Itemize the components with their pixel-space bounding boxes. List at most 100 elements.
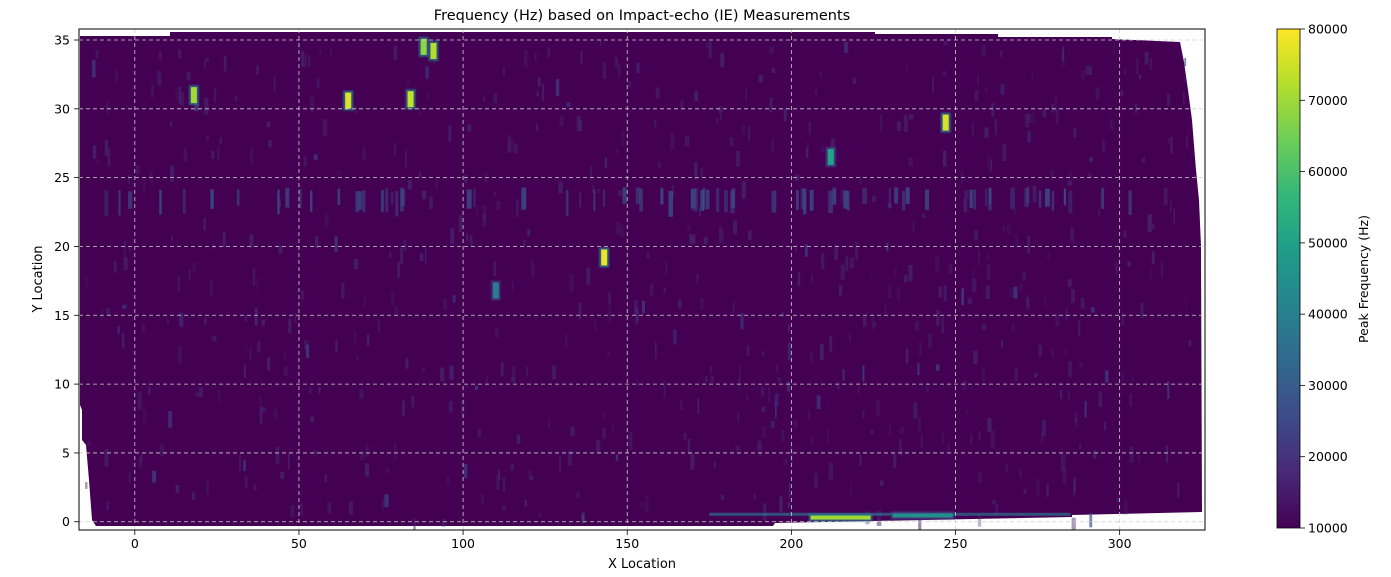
texture-streak xyxy=(537,77,541,87)
texture-streak xyxy=(790,445,793,463)
texture-streak xyxy=(607,351,610,356)
texture-streak xyxy=(1169,200,1172,212)
colorbar-ticks: 10000 20000 30000 40000 50000 60000 70000 80000 xyxy=(1300,22,1348,536)
texture-streak xyxy=(893,453,897,468)
texture-streak xyxy=(745,393,749,401)
texture-streak xyxy=(888,188,891,209)
texture-streak xyxy=(118,190,121,216)
texture-streak xyxy=(440,367,445,382)
texture-streak xyxy=(234,96,238,101)
texture-streak xyxy=(128,246,132,251)
texture-streak xyxy=(1062,46,1064,61)
texture-streak xyxy=(653,119,657,128)
texture-streak xyxy=(266,121,271,128)
texture-streak xyxy=(362,147,366,160)
colorbar-tick-label: 30000 xyxy=(1308,378,1348,393)
texture-streak xyxy=(697,397,700,414)
texture-streak xyxy=(821,146,824,153)
texture-streak xyxy=(278,198,281,207)
texture-streak xyxy=(570,426,575,436)
texture-streak xyxy=(96,159,99,164)
texture-streak xyxy=(986,264,991,280)
x-tick-label: 50 xyxy=(291,536,307,551)
texture-streak xyxy=(353,331,357,343)
texture-streak xyxy=(1116,497,1120,502)
texture-streak xyxy=(672,329,677,345)
texture-streak xyxy=(280,472,284,479)
texture-streak xyxy=(352,106,357,114)
texture-streak xyxy=(1131,375,1134,382)
texture-streak xyxy=(987,254,989,259)
texture-streak xyxy=(1070,227,1075,243)
texture-streak xyxy=(888,424,892,437)
texture-streak xyxy=(1184,58,1187,67)
texture-streak xyxy=(737,379,741,392)
texture-streak xyxy=(104,448,109,467)
texture-streak xyxy=(906,65,908,75)
texture-streak xyxy=(719,226,722,243)
colorbar-tick-label: 80000 xyxy=(1308,22,1348,37)
texture-streak xyxy=(85,482,88,489)
texture-streak xyxy=(365,445,369,457)
texture-streak xyxy=(729,137,734,146)
texture-streak xyxy=(1067,180,1072,186)
hotspot-cell xyxy=(407,91,414,108)
texture-streak xyxy=(1105,370,1109,383)
texture-streak xyxy=(404,150,407,167)
texture-streak xyxy=(1013,209,1016,216)
texture-streak xyxy=(95,49,99,59)
texture-streak xyxy=(192,491,196,501)
texture-streak xyxy=(1046,483,1049,497)
texture-streak xyxy=(473,188,476,207)
texture-streak xyxy=(700,298,704,310)
y-tick-label: 35 xyxy=(54,33,70,48)
texture-streak xyxy=(300,490,303,496)
texture-streak xyxy=(443,298,447,311)
chart-title: Frequency (Hz) based on Impact-echo (IE)… xyxy=(434,8,850,24)
texture-streak xyxy=(448,124,452,142)
texture-streak xyxy=(721,228,724,244)
texture-streak xyxy=(513,143,519,154)
texture-streak xyxy=(551,365,557,380)
texture-streak xyxy=(1042,419,1046,437)
texture-streak xyxy=(793,420,798,428)
texture-streak xyxy=(859,176,863,185)
texture-streak xyxy=(1102,140,1105,153)
texture-streak xyxy=(1034,372,1038,378)
texture-streak xyxy=(359,389,364,399)
texture-streak xyxy=(815,89,818,96)
texture-streak xyxy=(932,76,934,94)
texture-streak xyxy=(466,189,472,209)
texture-streak xyxy=(402,400,405,416)
texture-streak xyxy=(313,449,317,456)
texture-streak xyxy=(887,203,892,208)
texture-streak xyxy=(502,477,506,492)
texture-streak xyxy=(1114,262,1119,274)
colorbar-label: Peak Frequency (Hz) xyxy=(1356,215,1371,343)
texture-streak xyxy=(593,189,596,211)
texture-streak xyxy=(700,167,704,177)
texture-streak xyxy=(928,333,933,348)
texture-streak xyxy=(787,324,790,333)
texture-streak xyxy=(1065,308,1068,321)
texture-streak xyxy=(160,443,164,457)
texture-streak xyxy=(178,86,181,104)
texture-streak xyxy=(602,62,607,79)
texture-streak xyxy=(679,400,683,410)
texture-streak xyxy=(924,189,930,210)
texture-streak xyxy=(1062,467,1067,485)
texture-streak xyxy=(642,300,645,314)
texture-streak xyxy=(917,363,920,376)
texture-streak xyxy=(300,289,304,300)
texture-streak xyxy=(982,367,986,386)
texture-streak xyxy=(849,257,854,269)
texture-streak xyxy=(204,60,207,69)
texture-streak xyxy=(1045,188,1050,207)
texture-streak xyxy=(244,475,248,488)
texture-streak xyxy=(796,190,799,210)
texture-streak xyxy=(846,190,850,211)
texture-streak xyxy=(222,232,226,247)
texture-streak xyxy=(696,274,699,283)
texture-streak xyxy=(705,43,709,49)
